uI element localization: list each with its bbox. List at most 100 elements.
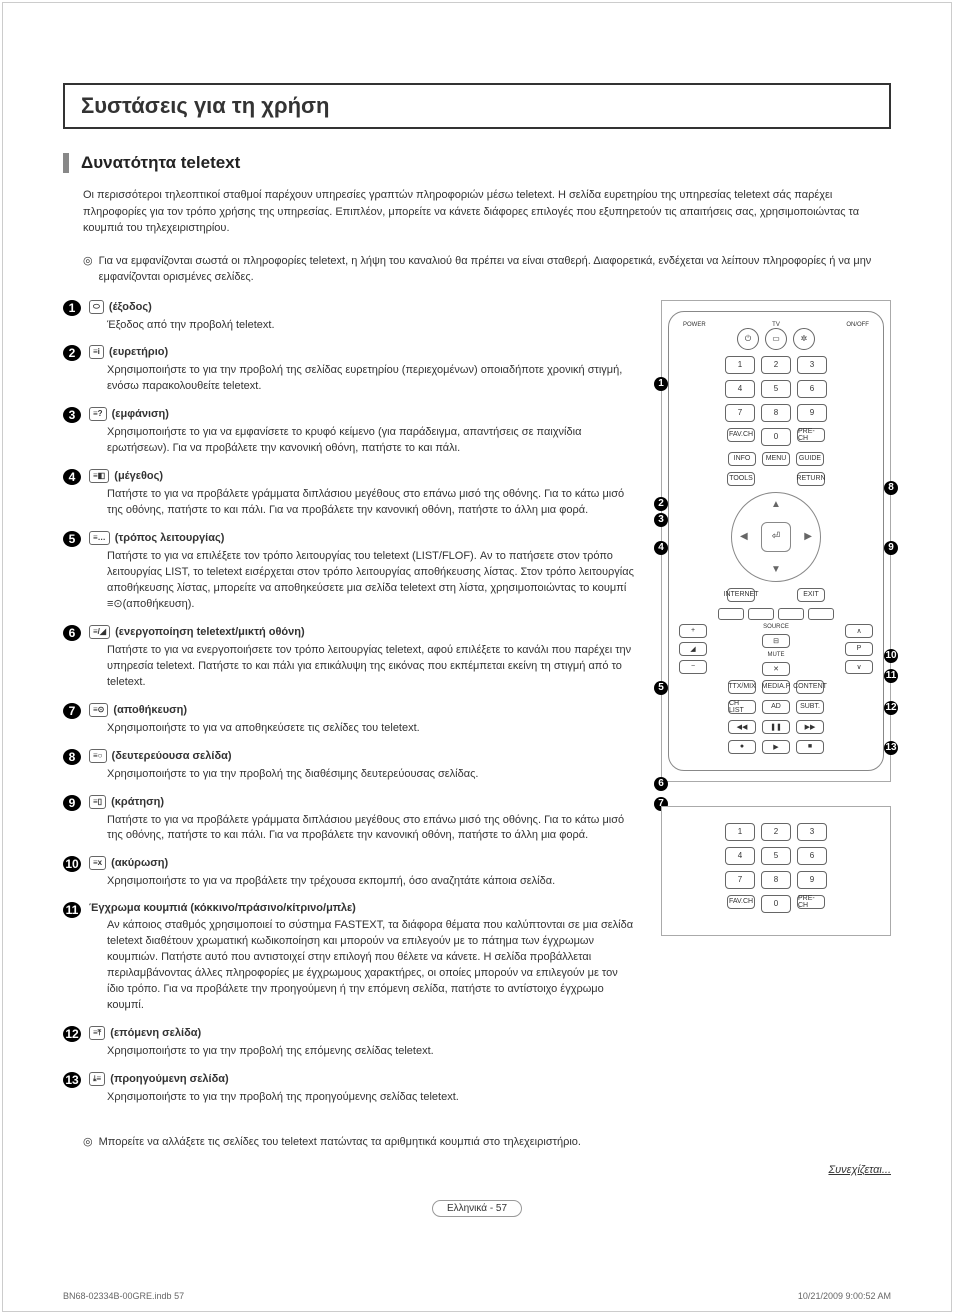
- remote-full: POWER TV ON/OFF ⏻ ▭ ✲ 123 456 789 FAV.CH…: [661, 300, 891, 782]
- teletext-icon: ≡▯: [89, 795, 106, 809]
- intro-paragraph: Οι περισσότεροι τηλεοπτικοί σταθμοί παρέ…: [83, 187, 891, 237]
- item-number: 5: [63, 531, 81, 547]
- power-button[interactable]: ⏻: [737, 328, 759, 350]
- mute-button[interactable]: ✕: [762, 662, 790, 676]
- play-button[interactable]: ▶: [762, 740, 790, 754]
- item-desc: Χρησιμοποιήστε το για την προβολή της πρ…: [107, 1090, 637, 1106]
- menu-button[interactable]: MENU: [762, 452, 790, 466]
- note-icon-2: ◎: [83, 1134, 93, 1151]
- d-num-3[interactable]: 3: [797, 823, 827, 841]
- source-label: SOURCE: [763, 624, 789, 630]
- page-footer: Ελληνικά - 57: [63, 1200, 891, 1217]
- item-9: 9≡▯ (κράτηση)Πατήστε το για να προβάλετε…: [63, 795, 637, 845]
- blue-button[interactable]: [808, 608, 834, 620]
- red-button[interactable]: [718, 608, 744, 620]
- num-4[interactable]: 4: [725, 380, 755, 398]
- item-number: 6: [63, 625, 81, 641]
- d-favch[interactable]: FAV.CH: [727, 895, 755, 909]
- pause-button[interactable]: ❚❚: [762, 720, 790, 734]
- return-button[interactable]: RETURN: [797, 472, 825, 486]
- item-body: Έγχρωμα κουμπιά (κόκκινο/πράσινο/κίτρινο…: [89, 902, 637, 1014]
- exit-button[interactable]: EXIT: [797, 588, 825, 602]
- continues-label: Συνεχίζεται...: [63, 1164, 891, 1176]
- tools-button[interactable]: TOOLS: [727, 472, 755, 486]
- ad-button[interactable]: AD: [762, 700, 790, 714]
- num-6[interactable]: 6: [797, 380, 827, 398]
- note-1-text: Για να εμφανίζονται σωστά οι πληροφορίες…: [99, 253, 891, 286]
- item-6: 6 ≡/◢ (ενεργοποίηση teletext/μικτή οθόνη)…: [63, 625, 637, 691]
- d-num-1[interactable]: 1: [725, 823, 755, 841]
- p-button[interactable]: P: [845, 642, 873, 656]
- d-pad[interactable]: ▲ ▼ ◀ ▶ ⏎: [731, 492, 821, 582]
- label-tv: TV: [772, 322, 780, 328]
- items-column: 1⬭ (έξοδος)Έξοδος από την προβολή telete…: [63, 300, 637, 1118]
- favch-button[interactable]: FAV.CH: [727, 428, 755, 442]
- subsection-title: Δυνατότητα teletext: [81, 153, 891, 173]
- item-title-text: Έγχρωμα κουμπιά (κόκκινο/πράσινο/κίτρινο…: [89, 902, 356, 914]
- record-button[interactable]: ●: [728, 740, 756, 754]
- tv-button[interactable]: ▭: [765, 328, 787, 350]
- ttx-button[interactable]: TTX/MIX: [728, 680, 756, 694]
- num-3[interactable]: 3: [797, 356, 827, 374]
- item-11: 11 Έγχρωμα κουμπιά (κόκκινο/πράσινο/κίτρ…: [63, 902, 637, 1014]
- num-0[interactable]: 0: [761, 428, 791, 446]
- vol-up[interactable]: +: [679, 624, 707, 638]
- prech-button[interactable]: PRE-CH: [797, 428, 825, 442]
- num-1[interactable]: 1: [725, 356, 755, 374]
- item-desc: Χρησιμοποιήστε το για να εμφανίσετε το κ…: [107, 425, 637, 457]
- item-2: 2≡i (ευρετήριο)Χρησιμοποιήστε το για την…: [63, 345, 637, 395]
- arrow-down-icon: ▼: [771, 564, 781, 575]
- num-9[interactable]: 9: [797, 404, 827, 422]
- item-title-text: (ευρετήριο): [106, 346, 168, 358]
- item-7: 7≡⊙ (αποθήκευση)Χρησιμοποιήστε το για να…: [63, 703, 637, 737]
- note-1: ◎ Για να εμφανίζονται σωστά οι πληροφορί…: [83, 253, 891, 286]
- internet-button[interactable]: INTERNET: [727, 588, 755, 602]
- stop-button[interactable]: ■: [796, 740, 824, 754]
- d-num-0[interactable]: 0: [761, 895, 791, 913]
- d-num-6[interactable]: 6: [797, 847, 827, 865]
- item-title: ≡/◢ (ενεργοποίηση teletext/μικτή οθόνη): [89, 625, 637, 639]
- content-row: 1⬭ (έξοδος)Έξοδος από την προβολή telete…: [63, 300, 891, 1118]
- num-2[interactable]: 2: [761, 356, 791, 374]
- rewind-button[interactable]: ◀◀: [728, 720, 756, 734]
- d-num-7[interactable]: 7: [725, 871, 755, 889]
- d-num-8[interactable]: 8: [761, 871, 791, 889]
- enter-button[interactable]: ⏎: [761, 522, 791, 552]
- item-number: 8: [63, 749, 81, 765]
- ch-down[interactable]: ∨: [845, 660, 873, 674]
- info-button[interactable]: INFO: [728, 452, 756, 466]
- callout-3: 3: [654, 513, 668, 527]
- item-12: 12≡⤒ (επόμενη σελίδα)Χρησιμοποιήστε το γ…: [63, 1026, 637, 1060]
- onoff-button[interactable]: ✲: [793, 328, 815, 350]
- d-num-2[interactable]: 2: [761, 823, 791, 841]
- vol-down[interactable]: −: [679, 660, 707, 674]
- subsection-bar: Δυνατότητα teletext: [63, 153, 891, 173]
- source-button[interactable]: ⊟: [762, 634, 790, 648]
- media-button[interactable]: MEDIA.P: [762, 680, 790, 694]
- d-num-5[interactable]: 5: [761, 847, 791, 865]
- item-title-text: (ενεργοποίηση teletext/μικτή οθόνη): [112, 626, 305, 638]
- item-number: 4: [63, 469, 81, 485]
- num-5[interactable]: 5: [761, 380, 791, 398]
- chlist-button[interactable]: CH LIST: [728, 700, 756, 714]
- d-prech[interactable]: PRE-CH: [797, 895, 825, 909]
- yellow-button[interactable]: [778, 608, 804, 620]
- forward-button[interactable]: ▶▶: [796, 720, 824, 734]
- vol-icon[interactable]: ◢: [679, 642, 707, 656]
- item-desc: Πατήστε το για να προβάλετε γράμματα διπ…: [107, 813, 637, 845]
- num-7[interactable]: 7: [725, 404, 755, 422]
- d-num-9[interactable]: 9: [797, 871, 827, 889]
- d-num-4[interactable]: 4: [725, 847, 755, 865]
- doc-file: BN68-02334B-00GRE.indb 57: [63, 1291, 184, 1301]
- item-desc: Αν κάποιος σταθμός χρησιμοποιεί το σύστη…: [107, 918, 637, 1014]
- subt-button[interactable]: SUBT.: [796, 700, 824, 714]
- callout-13: 13: [884, 741, 898, 755]
- item-number: 10: [63, 856, 81, 872]
- callout-5: 5: [654, 681, 668, 695]
- ch-up[interactable]: ∧: [845, 624, 873, 638]
- green-button[interactable]: [748, 608, 774, 620]
- guide-button[interactable]: GUIDE: [796, 452, 824, 466]
- item-title: ≡i (ευρετήριο): [89, 345, 637, 359]
- num-8[interactable]: 8: [761, 404, 791, 422]
- content-button[interactable]: CONTENT: [796, 680, 824, 694]
